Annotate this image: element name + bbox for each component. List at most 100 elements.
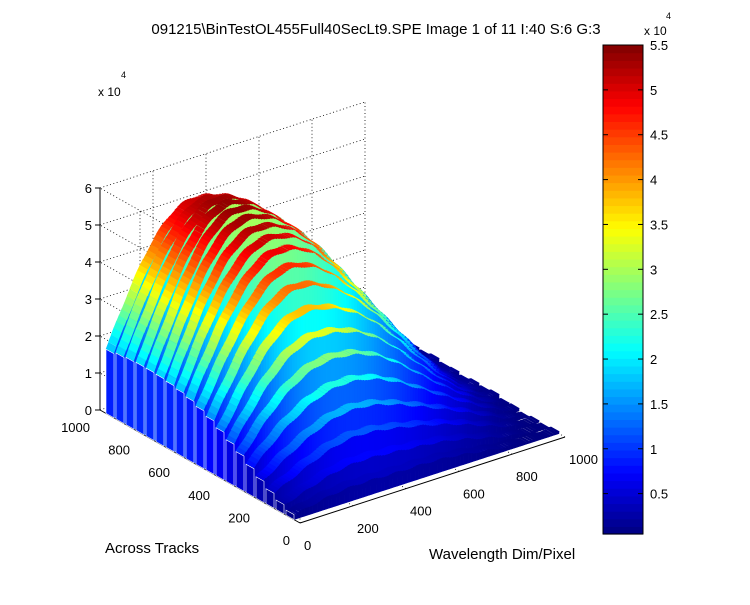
colorbar-tick-label: 4 bbox=[650, 173, 657, 188]
surface-front-face bbox=[556, 431, 560, 435]
surface-front-face bbox=[410, 467, 414, 483]
y-tick-label: 600 bbox=[148, 465, 170, 480]
colorbar-swatch bbox=[603, 266, 643, 275]
surface-front-face bbox=[314, 503, 319, 514]
colorbar-swatch bbox=[603, 503, 643, 512]
surface-front-face bbox=[431, 461, 435, 476]
colorbar-swatch bbox=[603, 396, 643, 405]
surface-front-face bbox=[535, 428, 539, 433]
colorbar-swatch bbox=[603, 258, 643, 268]
surface-front-face bbox=[402, 469, 406, 485]
surface-left-cap bbox=[105, 348, 115, 419]
colorbar-swatch bbox=[603, 388, 643, 398]
surface-front-face bbox=[386, 475, 390, 490]
surface-front-face bbox=[328, 494, 332, 509]
colorbar-frame bbox=[602, 44, 644, 535]
surface-front-face bbox=[489, 448, 494, 457]
surface-front-face bbox=[367, 479, 372, 496]
z-tick-labels: 0 1 2 3 4 5 6 bbox=[85, 181, 100, 418]
surface-left-cap bbox=[215, 427, 225, 481]
colorbar-swatch bbox=[603, 457, 643, 466]
colorbar-tick-label: 1.5 bbox=[650, 397, 668, 412]
surface-left-cap bbox=[195, 405, 205, 470]
surface-front-face bbox=[439, 457, 443, 473]
x-tick-label: 600 bbox=[463, 486, 485, 501]
surface-front-face bbox=[434, 460, 438, 475]
surface-left-cap bbox=[265, 488, 275, 509]
surface-left-cap bbox=[155, 373, 165, 447]
surface-front-face bbox=[505, 446, 509, 452]
colorbar-swatch bbox=[603, 404, 643, 413]
surface-front-face bbox=[299, 510, 303, 519]
colorbar-swatch bbox=[603, 373, 643, 382]
colorbar-swatch bbox=[603, 274, 643, 283]
colorbar-multiplier: x 10 bbox=[644, 24, 667, 38]
surface-front-face bbox=[309, 505, 313, 515]
grid-line bbox=[99, 138, 366, 226]
colorbar-swatch bbox=[603, 472, 643, 482]
colorbar-tick-label: 0.5 bbox=[650, 487, 668, 502]
surface-front-face bbox=[423, 462, 427, 478]
colorbar-swatch bbox=[603, 312, 643, 321]
surface-front-face bbox=[399, 470, 403, 486]
surface-front-face bbox=[426, 462, 430, 477]
colorbar-swatch bbox=[603, 67, 643, 77]
colorbar-tick-label: 5.5 bbox=[650, 38, 668, 53]
z-tick-label: 0 bbox=[85, 403, 92, 418]
grid-line bbox=[99, 175, 366, 263]
surface-front-face bbox=[317, 501, 321, 513]
surface-front-face bbox=[473, 452, 478, 462]
colorbar-swatch bbox=[603, 358, 643, 367]
colorbar-swatch bbox=[603, 228, 643, 237]
surface-front-face bbox=[463, 452, 467, 465]
colorbar-swatch bbox=[603, 320, 643, 329]
y-tick-label: 200 bbox=[228, 510, 250, 525]
colorbar-swatch bbox=[603, 83, 643, 92]
surface-front-face bbox=[415, 464, 419, 481]
surface-front-face bbox=[487, 449, 491, 458]
surface-left-cap bbox=[175, 388, 185, 459]
x-tick-label: 800 bbox=[516, 469, 538, 484]
surface-front-face bbox=[479, 451, 483, 460]
surface-front-face bbox=[460, 453, 464, 466]
colorbar-swatch bbox=[603, 251, 643, 260]
surface-front-face bbox=[508, 445, 512, 451]
surface-front-face bbox=[514, 424, 519, 431]
surface-left-cap bbox=[145, 367, 155, 442]
colorbar-swatch bbox=[603, 144, 643, 153]
colorbar-swatch bbox=[603, 52, 643, 61]
colorbar-swatch bbox=[603, 511, 643, 520]
surface-front-face bbox=[341, 489, 345, 505]
surface-front-face bbox=[391, 472, 395, 489]
colorbar-swatch bbox=[603, 442, 643, 451]
colorbar-swatch bbox=[603, 381, 643, 390]
colorbar-swatch bbox=[603, 518, 643, 527]
surface-left-cap bbox=[205, 415, 215, 475]
colorbar-swatch bbox=[603, 335, 643, 344]
x-tick-label: 200 bbox=[357, 521, 379, 536]
colorbar-swatch bbox=[603, 190, 643, 199]
colorbar-swatch bbox=[603, 480, 643, 489]
colorbar-swatch bbox=[603, 419, 643, 428]
colorbar-swatch bbox=[603, 236, 643, 245]
surface-front-face bbox=[514, 433, 518, 440]
surface-left-cap bbox=[165, 380, 175, 453]
surface-left-cap bbox=[125, 356, 135, 430]
surface-front-face bbox=[394, 471, 398, 488]
surface-front-face bbox=[338, 491, 342, 506]
surface-front-face bbox=[383, 476, 388, 491]
surface-left-cap bbox=[115, 352, 125, 425]
surface-front-face bbox=[442, 457, 446, 472]
grid-line bbox=[99, 101, 366, 189]
surface-front-face bbox=[444, 456, 448, 471]
colorbar-swatch bbox=[603, 60, 643, 69]
surface-front-face bbox=[503, 447, 507, 453]
y-tick-labels: 0 200 400 600 800 1000 bbox=[61, 420, 290, 548]
surface-front-face bbox=[468, 452, 472, 464]
surface-front-face bbox=[373, 477, 377, 495]
colorbar-tick-label: 3 bbox=[650, 262, 657, 277]
surface-front-face bbox=[436, 459, 441, 474]
surface-front-face bbox=[534, 437, 539, 442]
